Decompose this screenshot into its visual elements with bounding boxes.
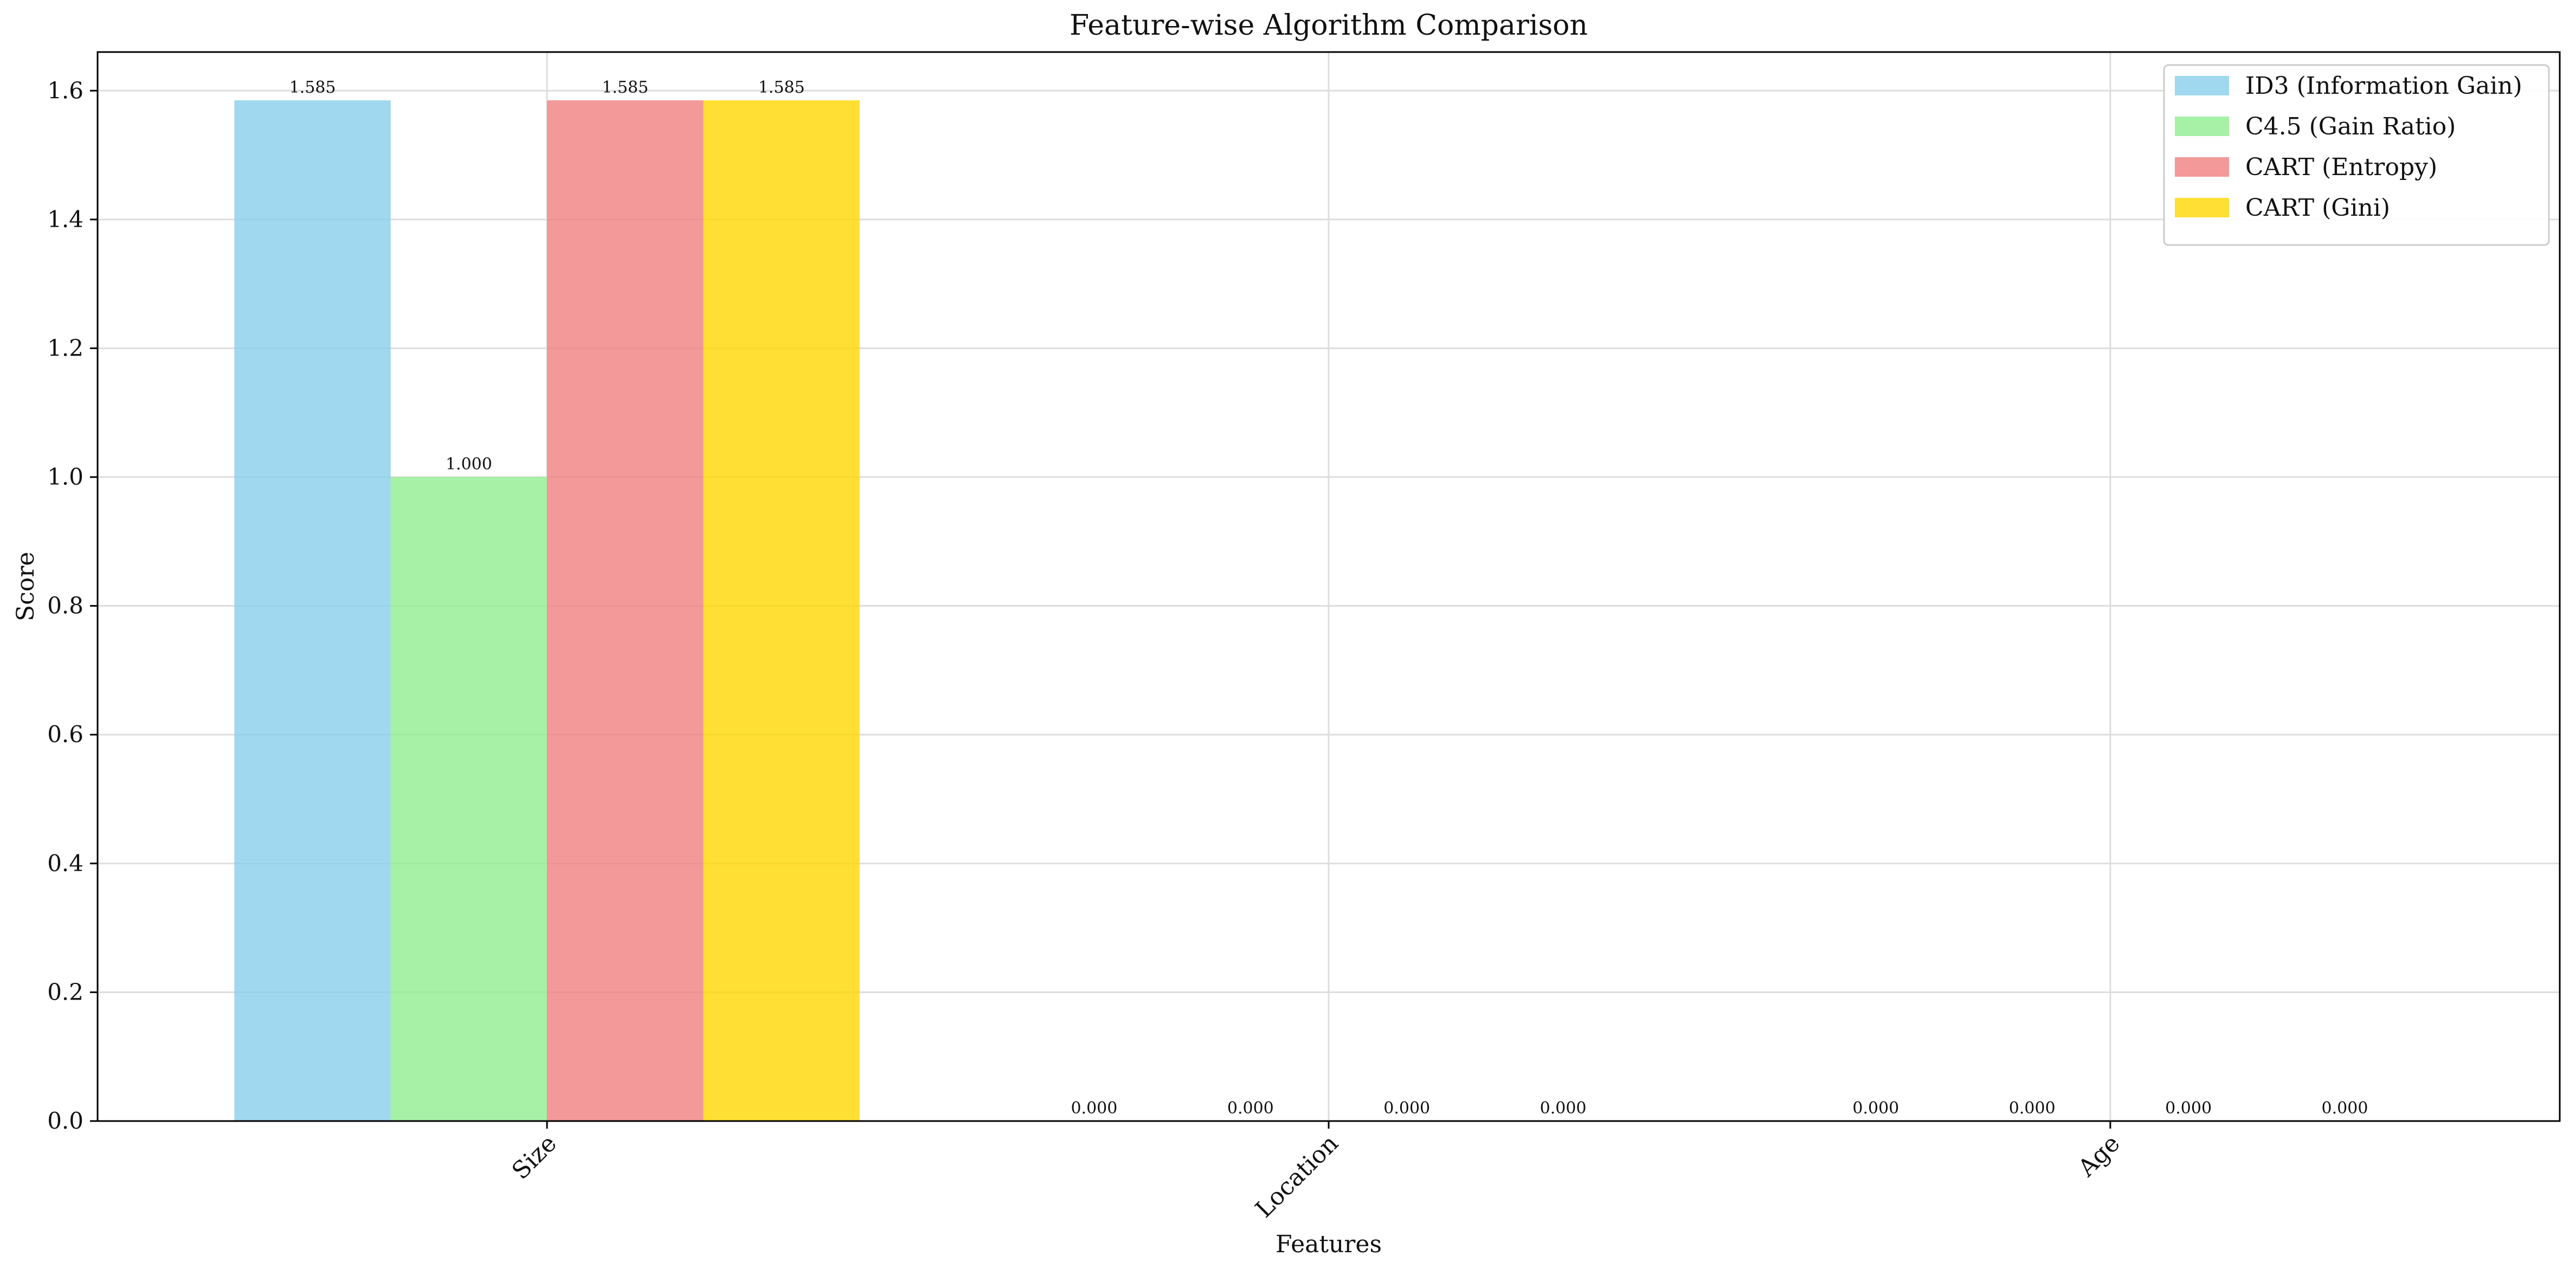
bar-value-label: 1.000 (446, 455, 492, 474)
y-tick-label: 0.4 (47, 850, 83, 877)
bar-value-label: 0.000 (1852, 1099, 1899, 1118)
legend-swatch (2175, 157, 2229, 177)
x-tick-label: Age (2072, 1130, 2126, 1183)
legend-box (2163, 64, 2550, 246)
y-tick-label: 0.0 (47, 1107, 83, 1134)
bar-value-label: 1.585 (289, 78, 336, 97)
bar-value-label: 0.000 (2322, 1099, 2368, 1118)
y-tick-label: 0.8 (47, 593, 83, 619)
bars (234, 100, 860, 1121)
legend-swatch (2175, 198, 2229, 217)
chart-title: Feature-wise Algorithm Comparison (1070, 9, 1588, 42)
x-tick-label: Size (507, 1130, 562, 1185)
bar-value-labels: 1.585 0.000 0.000 1.000 0.000 0.000 1.585 0.000… (289, 78, 2368, 1118)
bar-value-label: 0.000 (1540, 1099, 1587, 1118)
bar-value-label: 0.000 (1227, 1099, 1274, 1118)
bar-value-label: 0.000 (2165, 1099, 2212, 1118)
y-tick-label: 1.0 (47, 463, 83, 490)
y-axis-label: Score (12, 552, 40, 621)
legend-label: CART (Gini) (2245, 194, 2390, 222)
x-tick-label: Location (1250, 1130, 1344, 1224)
y-ticks: 0.0 0.2 0.4 0.6 0.8 1.0 1.2 1.4 1.6 (47, 77, 98, 1134)
bar-value-label: 0.000 (2009, 1099, 2056, 1118)
y-tick-label: 0.2 (47, 978, 83, 1005)
bar-value-label: 1.585 (602, 78, 648, 97)
y-tick-label: 1.4 (47, 206, 83, 233)
bar-value-label: 1.585 (758, 78, 805, 97)
legend-label: ID3 (Information Gain) (2245, 72, 2522, 100)
y-tick-label: 0.6 (47, 721, 83, 748)
bar (234, 100, 391, 1121)
x-axis-label: Features (1276, 1231, 1382, 1258)
bar-value-label: 0.000 (1071, 1099, 1117, 1118)
y-tick-label: 1.6 (47, 77, 83, 104)
legend-label: C4.5 (Gain Ratio) (2245, 113, 2456, 140)
x-ticks: Size Location Age (507, 1121, 2126, 1223)
legend-label: CART (Entropy) (2245, 153, 2437, 181)
legend-swatch (2175, 117, 2229, 136)
y-tick-label: 1.2 (47, 334, 83, 361)
bar (547, 100, 704, 1121)
legend-swatch (2175, 76, 2229, 95)
bar (703, 100, 860, 1121)
bar (390, 477, 548, 1121)
legend: ID3 (Information Gain) C4.5 (Gain Ratio) C… (2163, 64, 2550, 246)
bar-value-label: 0.000 (1383, 1099, 1430, 1118)
